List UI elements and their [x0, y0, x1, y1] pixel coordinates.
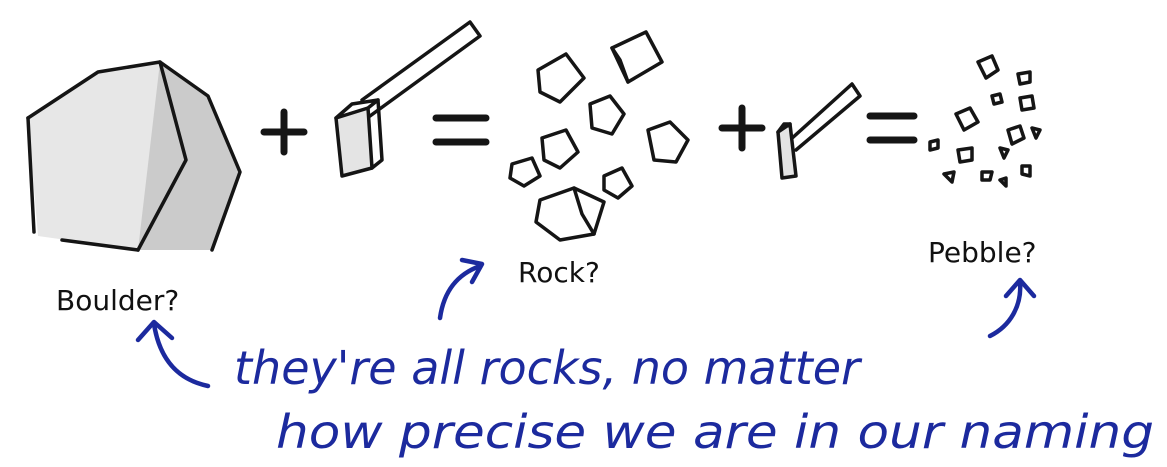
arrow-icon: [437, 257, 485, 321]
rock-label: Rock?: [518, 256, 600, 289]
pebbles-icon: [928, 54, 1042, 188]
equals-sign: [866, 112, 918, 144]
arrow-icon: [135, 319, 211, 389]
sledgehammer-icon: [334, 20, 482, 178]
boulder-label: Boulder?: [56, 284, 179, 317]
equals-sign: [432, 114, 490, 146]
note-line-2: how precise we are in our naming: [276, 405, 1154, 459]
small-hammer-icon: [776, 82, 862, 180]
note-line-1: they're all rocks, no matter: [234, 341, 863, 395]
pebble-label: Pebble?: [928, 236, 1037, 269]
boulder-icon: [26, 60, 242, 252]
plus-sign: [718, 104, 766, 152]
arrow-icon: [987, 277, 1037, 339]
rocks-icon: [508, 30, 690, 242]
plus-sign: [260, 108, 308, 156]
